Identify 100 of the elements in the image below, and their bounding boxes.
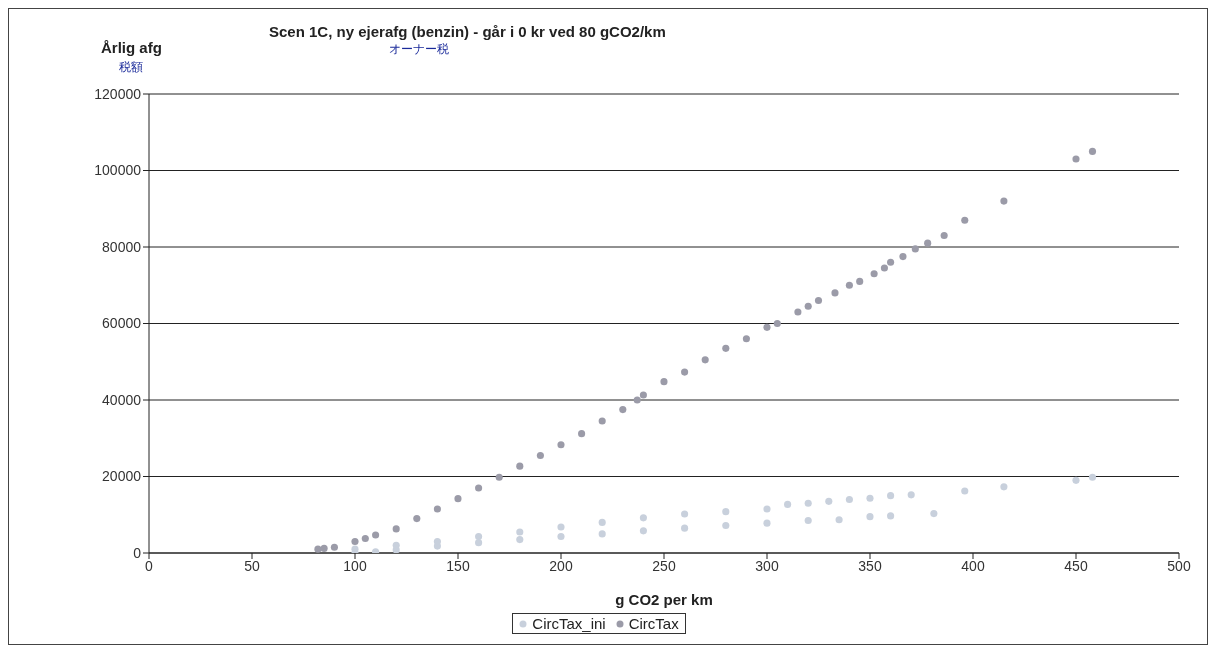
- point: [578, 430, 586, 438]
- point: [361, 534, 369, 543]
- point: [1088, 147, 1097, 155]
- point: [907, 491, 915, 499]
- point: [831, 289, 839, 297]
- point: [763, 519, 771, 527]
- point: [598, 417, 606, 425]
- point: [794, 308, 802, 316]
- point: [433, 505, 441, 513]
- point: [495, 473, 503, 481]
- point: [557, 441, 565, 449]
- x-axis-title: g CO2 per km: [615, 591, 713, 608]
- point: [516, 528, 524, 536]
- point: [856, 277, 864, 285]
- point: [557, 523, 565, 531]
- point: [722, 508, 730, 516]
- point: [804, 499, 812, 507]
- x-tick-label: 0: [145, 557, 154, 574]
- x-tick-label: 400: [961, 557, 985, 574]
- point: [475, 532, 483, 541]
- legend-label: CircTax_ini: [532, 615, 606, 632]
- point: [763, 505, 771, 513]
- x-tick-label: 50: [244, 557, 260, 574]
- point: [372, 531, 380, 539]
- x-tick-label: 200: [549, 557, 573, 574]
- y-tick-label: 0: [133, 544, 142, 561]
- point: [598, 518, 606, 526]
- point: [475, 539, 483, 547]
- point: [742, 335, 750, 343]
- point: [633, 396, 641, 404]
- x-tick-label: 450: [1064, 557, 1088, 574]
- point: [1000, 483, 1008, 491]
- y-tick-label: 80000: [102, 238, 142, 255]
- point: [961, 487, 969, 495]
- x-tick-label: 150: [446, 557, 470, 574]
- point: [887, 492, 895, 500]
- point: [557, 532, 565, 541]
- point: [681, 510, 689, 518]
- x-tick-label: 350: [858, 557, 882, 574]
- point: [314, 545, 322, 553]
- y-axis-title: Årlig afg: [101, 39, 162, 56]
- point: [681, 368, 689, 376]
- point: [814, 296, 823, 305]
- text: オーナー税: [389, 41, 449, 58]
- point: [392, 546, 400, 553]
- point: [866, 494, 874, 502]
- point: [722, 344, 730, 352]
- point: [639, 527, 647, 535]
- point: [1000, 197, 1008, 205]
- point: [763, 323, 771, 331]
- point: [701, 356, 709, 364]
- point: [536, 451, 544, 460]
- point: [639, 514, 647, 522]
- point: [845, 281, 853, 289]
- x-tick-label: 250: [652, 557, 676, 574]
- x-tick-label: 100: [343, 557, 367, 574]
- point: [516, 462, 524, 470]
- point: [351, 537, 359, 546]
- y-tick-label: 20000: [102, 468, 142, 485]
- point: [899, 253, 907, 261]
- point: [392, 525, 400, 533]
- y-tick-label: 100000: [94, 162, 142, 179]
- point: [1088, 473, 1097, 481]
- point: [722, 521, 730, 530]
- point: [454, 495, 462, 503]
- y-tick-label: 120000: [94, 85, 142, 102]
- point: [880, 264, 888, 272]
- point: [835, 516, 843, 524]
- point: [784, 500, 792, 508]
- point: [804, 302, 812, 310]
- point: [330, 543, 338, 551]
- point: [1072, 476, 1080, 484]
- y-tick-label: 40000: [102, 391, 142, 408]
- point: [870, 270, 878, 278]
- point: [413, 515, 421, 523]
- point: [825, 497, 833, 505]
- point: [1072, 155, 1080, 163]
- point: [773, 319, 781, 328]
- point: [598, 530, 606, 538]
- x-tick-label: 300: [755, 557, 779, 574]
- point: [845, 495, 853, 504]
- point: [940, 231, 948, 240]
- x-tick-label: 500: [1167, 557, 1191, 574]
- text: 税額: [119, 59, 143, 76]
- point: [516, 536, 524, 544]
- point: [681, 524, 689, 532]
- point: [887, 258, 895, 266]
- point: [639, 391, 647, 399]
- point: [961, 216, 969, 224]
- point: [619, 406, 627, 414]
- legend-label: CircTax: [628, 615, 679, 632]
- point: [804, 516, 812, 525]
- point: [887, 512, 895, 520]
- point: [924, 239, 932, 247]
- y-tick-label: 60000: [102, 315, 142, 332]
- chart-title: Scen 1C, ny ejerafg (benzin) - går i 0 kr ved 80 gCO2/km: [269, 23, 666, 40]
- point: [660, 378, 668, 386]
- point: [866, 513, 874, 521]
- point: [320, 544, 328, 552]
- point: [911, 245, 919, 253]
